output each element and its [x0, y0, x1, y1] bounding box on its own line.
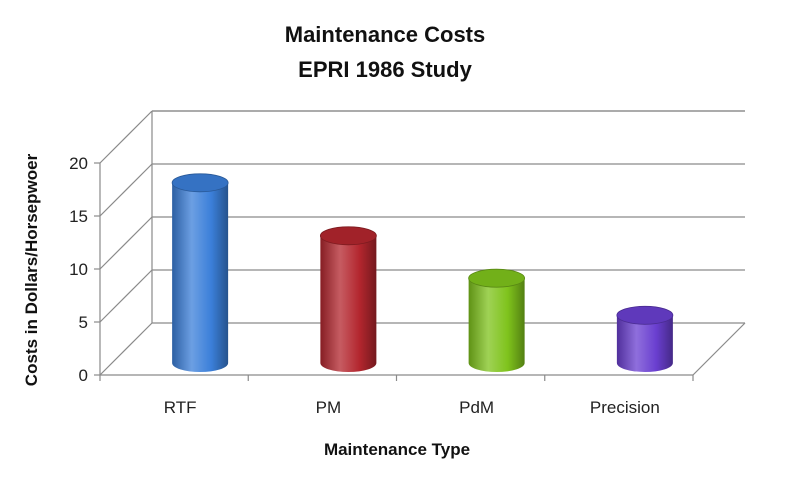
y-tick-label: 20: [69, 154, 88, 173]
bar-body: [468, 278, 525, 372]
bars: [171, 173, 674, 372]
grid: [94, 110, 746, 381]
bar-pm: [319, 226, 377, 372]
y-axis-ticks: 0 5 10 15 20: [69, 154, 88, 385]
gridline-side: [99, 110, 153, 164]
bar-pdm: [468, 268, 526, 372]
x-axis-title: Maintenance Type: [324, 440, 470, 459]
bar-top: [616, 305, 674, 325]
gridline-side: [99, 163, 153, 217]
gridline-side: [99, 322, 153, 376]
bar-top: [171, 173, 229, 193]
bar-body: [320, 235, 377, 372]
y-tick-label: 0: [79, 366, 88, 385]
chart-title: Maintenance Costs: [285, 22, 486, 47]
x-tick-label: RTF: [164, 398, 197, 417]
bar-body: [172, 182, 229, 372]
x-tick-label: Precision: [590, 398, 660, 417]
floor-edge: [692, 322, 746, 376]
chart-subtitle: EPRI 1986 Study: [298, 57, 472, 82]
y-tick-label: 10: [69, 260, 88, 279]
y-axis-title: Costs in Dollars/Horsepwoer: [22, 153, 41, 386]
bar-precision: [616, 305, 674, 372]
x-axis-categories: RTF PM PdM Precision: [164, 398, 660, 417]
gridline-side: [99, 269, 153, 323]
bar-rtf: [171, 173, 229, 372]
bar-top: [468, 268, 526, 288]
x-tick-label: PdM: [459, 398, 494, 417]
bar-top: [319, 226, 377, 246]
x-tick-label: PM: [316, 398, 342, 417]
bar-body: [616, 315, 673, 372]
y-tick-label: 15: [69, 207, 88, 226]
gridline-side: [99, 216, 153, 270]
y-tick-label: 5: [79, 313, 88, 332]
